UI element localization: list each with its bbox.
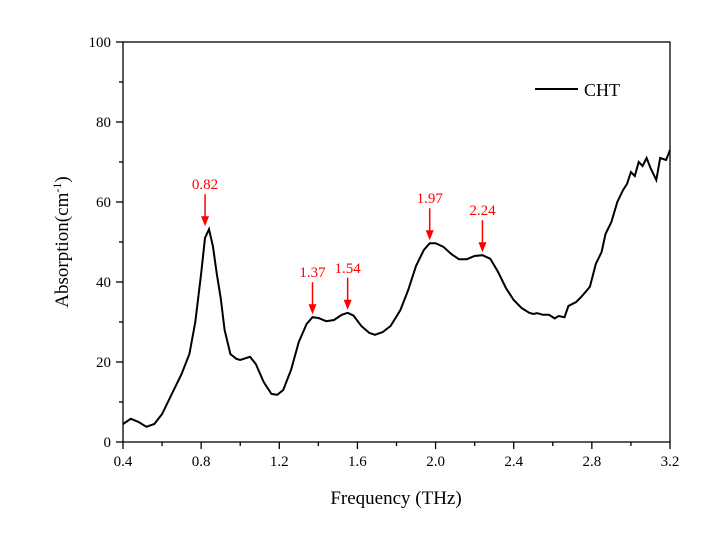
legend: CHT: [535, 80, 620, 100]
x-axis-label: Frequency (THz): [330, 488, 461, 509]
annotation-arrowhead: [343, 299, 352, 310]
x-tick-label: 3.2: [661, 454, 680, 470]
x-tick-label: 0.8: [192, 454, 211, 470]
annotation-arrowhead: [308, 304, 317, 315]
y-tick-label: 60: [96, 195, 111, 211]
y-tick-label: 100: [89, 35, 112, 51]
y-tick-label: 80: [96, 115, 111, 131]
annotation-label: 1.97: [417, 191, 444, 207]
y-axis-label: Absorption(cm-1): [50, 176, 73, 307]
x-tick-label: 2.8: [582, 454, 601, 470]
annotation-label: 0.82: [192, 177, 218, 193]
legend-label: CHT: [584, 80, 620, 100]
annotation-label: 1.37: [299, 265, 326, 281]
y-tick-label: 0: [104, 435, 112, 451]
annotation-arrowhead: [425, 230, 434, 241]
x-tick-label: 0.4: [114, 454, 133, 470]
annotation-arrowhead: [478, 242, 487, 253]
series-line-cht: [122, 149, 671, 428]
y-tick-label: 20: [96, 355, 111, 371]
y-tick-label: 40: [96, 275, 111, 291]
annotation-arrowhead: [201, 216, 210, 227]
x-tick-label: 1.6: [348, 454, 367, 470]
annotation-label: 1.54: [335, 261, 362, 277]
x-tick-label: 2.0: [426, 454, 445, 470]
x-tick-label: 1.2: [270, 454, 289, 470]
x-tick-label: 2.4: [504, 454, 523, 470]
annotation-label: 2.24: [469, 203, 496, 219]
